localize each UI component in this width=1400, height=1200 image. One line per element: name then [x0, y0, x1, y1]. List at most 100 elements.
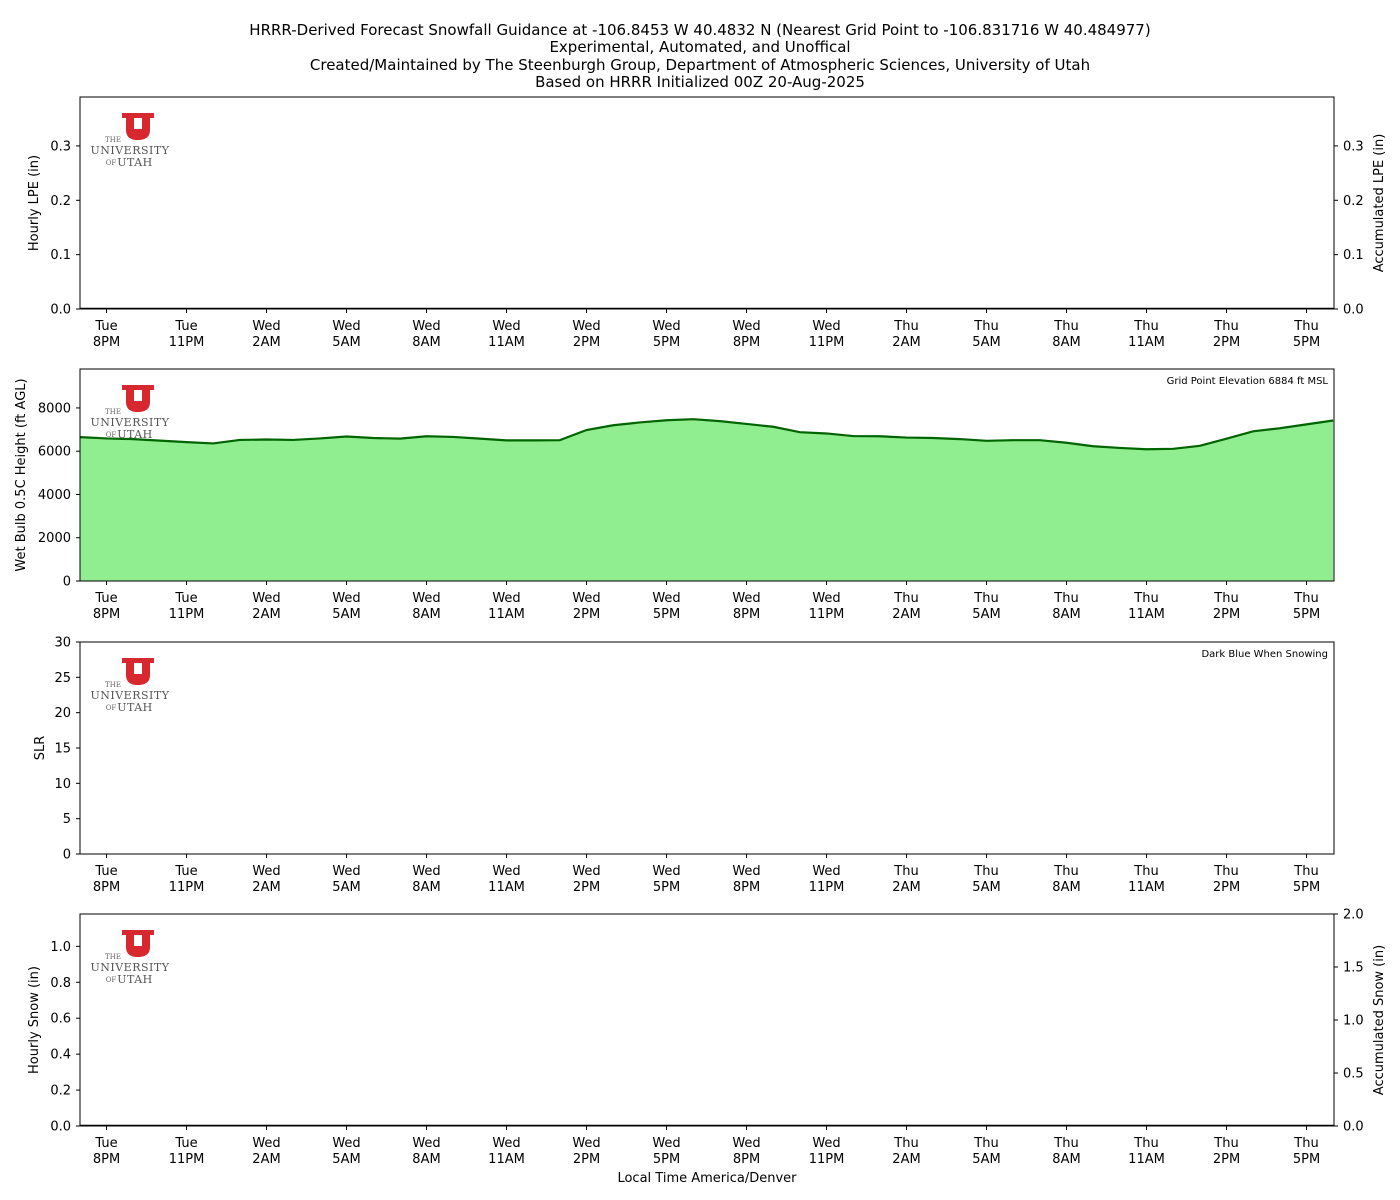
- x-tick-day: Thu: [973, 591, 998, 606]
- x-tick-day: Tue: [94, 864, 117, 879]
- y-right-tick-label: 0.5: [1343, 1067, 1364, 1082]
- x-tick-day: Tue: [94, 591, 117, 606]
- x-tick-time: 11PM: [809, 607, 845, 622]
- y-tick-label: 10: [54, 777, 71, 792]
- x-tick-day: Wed: [412, 591, 440, 606]
- x-tick-time: 11PM: [169, 880, 205, 895]
- y-right-tick-label: 1.5: [1343, 961, 1364, 976]
- x-tick-day: Thu: [1053, 319, 1078, 334]
- x-tick-day: Wed: [812, 319, 840, 334]
- x-tick-day: Thu: [1213, 591, 1238, 606]
- x-tick-time: 8AM: [1052, 880, 1080, 895]
- x-tick-day: Wed: [412, 864, 440, 879]
- panel-frame-snow: [79, 913, 1335, 1127]
- x-tick-time: 8PM: [93, 335, 120, 350]
- logo-university: UNIVERSITY: [91, 961, 170, 974]
- x-tick-time: 8PM: [733, 1152, 760, 1167]
- x-tick-day: Wed: [652, 864, 680, 879]
- logo-u-mark: [122, 113, 154, 140]
- y-axis-label: Hourly Snow (in): [27, 966, 42, 1074]
- x-tick-time: 5AM: [972, 607, 1000, 622]
- logo-the: THE: [105, 953, 121, 961]
- y-axis-label: Hourly LPE (in): [27, 155, 42, 251]
- x-tick-time: 11PM: [809, 880, 845, 895]
- x-tick-time: 2PM: [573, 1152, 600, 1167]
- logo-of: OF: [106, 431, 117, 439]
- x-tick-day: Thu: [1133, 864, 1158, 879]
- x-tick-time: 5PM: [1293, 880, 1320, 895]
- logo-utah: UTAH: [117, 428, 153, 441]
- y-tick-label: 0.0: [50, 1120, 71, 1135]
- y-tick-label: 30: [54, 636, 71, 651]
- y-tick-label: 0.0: [50, 303, 71, 318]
- y-tick-label: 0: [63, 575, 71, 590]
- x-tick-time: 11AM: [488, 1152, 525, 1167]
- y-tick-label: 0.2: [50, 1084, 71, 1099]
- x-tick-time: 11AM: [1128, 607, 1165, 622]
- x-tick-time: 11PM: [169, 335, 205, 350]
- x-tick-day: Thu: [1133, 319, 1158, 334]
- x-tick-day: Wed: [812, 591, 840, 606]
- x-tick-time: 2AM: [892, 1152, 920, 1167]
- x-tick-time: 8PM: [733, 335, 760, 350]
- y-right-tick-label: 1.0: [1343, 1014, 1364, 1029]
- x-tick-time: 11PM: [809, 1152, 845, 1167]
- y-tick-label: 0.2: [50, 194, 71, 209]
- x-tick-time: 2AM: [252, 607, 280, 622]
- title-line-4: Based on HRRR Initialized 00Z 20-Aug-202…: [535, 73, 865, 91]
- y-axis-label: Wet Bulb 0.5C Height (ft AGL): [14, 378, 29, 571]
- x-tick-day: Wed: [572, 319, 600, 334]
- x-tick-day: Thu: [893, 319, 918, 334]
- x-tick-time: 11AM: [1128, 880, 1165, 895]
- x-tick-day: Tue: [174, 319, 197, 334]
- x-tick-day: Wed: [572, 1136, 600, 1151]
- y-tick-label: 0.3: [50, 139, 71, 154]
- x-tick-time: 5AM: [972, 335, 1000, 350]
- x-tick-time: 8AM: [1052, 607, 1080, 622]
- x-tick-time: 5AM: [332, 607, 360, 622]
- x-tick-day: Thu: [893, 591, 918, 606]
- panel-annotation: Grid Point Elevation 6884 ft MSL: [1167, 376, 1329, 387]
- x-tick-time: 2AM: [252, 335, 280, 350]
- logo-u-mark: [122, 930, 154, 957]
- y-tick-label: 0.4: [50, 1048, 71, 1063]
- x-tick-day: Wed: [492, 1136, 520, 1151]
- x-tick-day: Thu: [1293, 1136, 1318, 1151]
- x-tick-time: 8PM: [93, 1152, 120, 1167]
- y-tick-label: 1.0: [50, 940, 71, 955]
- x-tick-day: Thu: [893, 1136, 918, 1151]
- wetbulb-line: [80, 418, 1334, 451]
- x-tick-time: 8AM: [1052, 335, 1080, 350]
- y-right-tick-label: 0.3: [1343, 139, 1364, 154]
- x-tick-time: 11AM: [488, 880, 525, 895]
- panel-frame-lpe: [79, 96, 1335, 310]
- logo-u-mark: [122, 658, 154, 685]
- y-axis-label-right: Accumulated LPE (in): [1372, 134, 1387, 273]
- y-tick-label: 15: [54, 742, 71, 757]
- logo-of: OF: [106, 159, 117, 167]
- y-tick-label: 0.8: [50, 976, 71, 991]
- x-tick-time: 5AM: [972, 880, 1000, 895]
- x-tick-day: Wed: [652, 1136, 680, 1151]
- logo-utah: UTAH: [117, 156, 153, 169]
- x-tick-time: 2AM: [252, 880, 280, 895]
- x-tick-time: 5PM: [1293, 335, 1320, 350]
- x-tick-day: Thu: [1293, 864, 1318, 879]
- x-tick-day: Wed: [332, 591, 360, 606]
- logo-u-mark: [122, 385, 154, 412]
- y-right-tick-label: 2.0: [1343, 908, 1364, 923]
- x-tick-day: Wed: [412, 319, 440, 334]
- x-tick-day: Thu: [973, 1136, 998, 1151]
- x-tick-day: Thu: [1213, 864, 1238, 879]
- y-tick-label: 5: [63, 812, 71, 827]
- x-tick-day: Wed: [332, 1136, 360, 1151]
- x-tick-time: 2PM: [573, 880, 600, 895]
- logo-utah: UTAH: [117, 701, 153, 714]
- x-tick-time: 2PM: [573, 335, 600, 350]
- x-tick-day: Tue: [174, 864, 197, 879]
- x-tick-time: 8PM: [733, 607, 760, 622]
- wetbulb-area: [80, 419, 1334, 581]
